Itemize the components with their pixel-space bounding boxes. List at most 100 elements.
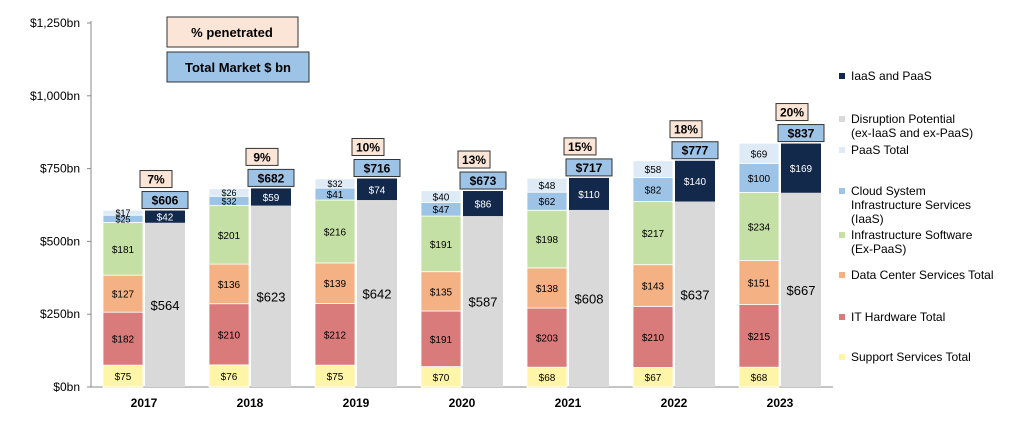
total-market-label: $717 [576,161,603,175]
bar-segment [208,303,250,366]
legend-label: Disruption Potential (ex-IaaS and ex-PaaS… [851,112,973,140]
legend-label: IT Hardware Total [851,310,945,324]
iaas-paas-bar [251,188,291,206]
segment-data-label: $62 [539,197,556,208]
legend-label: Cloud System Infrastructure Services (IaaS… [851,184,971,226]
disruption-potential-bar [463,216,503,387]
segment-data-label: $26 [221,188,236,198]
bar-segment [314,303,356,366]
legend-label-line: IaaS and PaaS [851,69,932,83]
segment-data-label: $215 [748,332,771,343]
bar-segment [314,178,356,189]
bar-segment [632,201,674,266]
disruption-potential-bar [781,192,821,387]
total-market-box [247,168,295,187]
iaas-paas-bar [463,191,503,217]
segment-data-label: $135 [430,287,453,298]
bar-segment [632,160,674,179]
disruption-data-label: $587 [469,295,498,310]
iaas-paas-data-label: $169 [790,164,813,175]
bar-segment [526,267,568,309]
segment-data-label: $191 [430,240,453,251]
segment-data-label: $25 [115,214,130,224]
segment-data-label: $68 [751,373,768,384]
penetration-box [669,120,703,139]
total-market-label: $777 [682,144,709,158]
segment-data-label: $48 [539,181,556,192]
penetration-label: 18% [674,123,698,137]
legend-swatch [839,73,845,79]
total-market-label: $673 [470,174,497,188]
x-tick-label: 2019 [343,396,370,410]
segment-data-label: $182 [112,335,135,346]
total-market-label: $837 [788,127,815,141]
segment-data-label: $203 [536,334,559,345]
iaas-paas-bar [357,178,397,201]
segment-data-label: $198 [536,235,559,246]
segment-data-label: $191 [430,335,453,346]
bar-segment [314,262,356,304]
segment-data-label: $76 [221,372,238,383]
legend-label: Data Center Services Total [851,268,994,282]
disruption-data-label: $623 [257,289,286,304]
disruption-data-label: $564 [151,298,180,313]
segment-data-label: $17 [115,208,130,218]
legend: IaaS and PaaS Disruption Potential (ex-Iaa… [839,69,994,364]
disruption-potential-bar [675,201,715,387]
segment-data-label: $100 [748,174,771,185]
bar-segment [102,209,144,216]
total-market-label: $682 [258,171,285,185]
legend-label-line: Infrastructure Software [851,228,973,242]
y-tick-label: $250bn [40,307,80,321]
penetration-label: 20% [780,106,804,120]
segment-data-label: $143 [642,282,665,293]
legend-label-line: Cloud System [851,184,926,198]
segment-data-label: $212 [324,330,347,341]
bar-segment [208,205,250,265]
total-market-box [141,191,189,210]
legend-swatch [839,116,845,122]
iaas-paas-data-label: $110 [578,190,600,201]
segment-data-label: $75 [115,372,132,383]
bar-segment [526,177,568,193]
penetration-label: 15% [568,140,592,154]
axis-layer: $0bn $250bn $500bn $750bn $1,000bn $1,250bn 20… [30,16,833,410]
legend-label: Support Services Total [851,350,971,364]
segment-data-label: $139 [324,279,347,290]
disruption-data-label: $637 [681,287,710,302]
x-tick-label: 2017 [131,396,158,410]
legend-swatch [839,232,845,238]
bar-segment [738,192,780,262]
bar-segment [738,162,780,193]
segment-data-label: $216 [324,227,347,238]
penetration-box [139,170,173,189]
legend-swatch [839,354,845,360]
legend-label-line: PaaS Total [851,143,909,157]
iaas-paas-bar [145,210,185,223]
penetrated-header-label: % penetrated [191,25,273,40]
x-tick-label: 2021 [555,396,582,410]
disruption-potential-bar [251,205,291,387]
bar-segment [314,199,356,264]
penetration-box [563,137,597,156]
bar-segment [738,142,780,164]
disruption-data-label: $608 [575,291,604,306]
bars-layer [102,103,825,388]
disruption-potential-bar [569,209,609,387]
legend-label: IaaS and PaaS [851,69,932,83]
segment-data-label: $40 [433,193,450,204]
bar-segment [208,188,250,197]
iaas-paas-data-label: $74 [369,185,386,196]
segment-data-label: $58 [645,165,662,176]
iaas-paas-data-label: $59 [263,193,280,204]
segment-data-label: $75 [327,372,344,383]
segment-data-label: $67 [645,373,662,384]
segment-data-label: $41 [327,190,344,201]
total-market-label: $716 [364,162,391,176]
y-tick-label: $0bn [53,380,80,394]
total-market-header-label: Total Market $ bn [185,60,291,75]
legend-label-line: Data Center Services Total [851,268,994,282]
segment-data-label: $70 [433,373,450,384]
iaas-paas-bar [675,160,715,202]
